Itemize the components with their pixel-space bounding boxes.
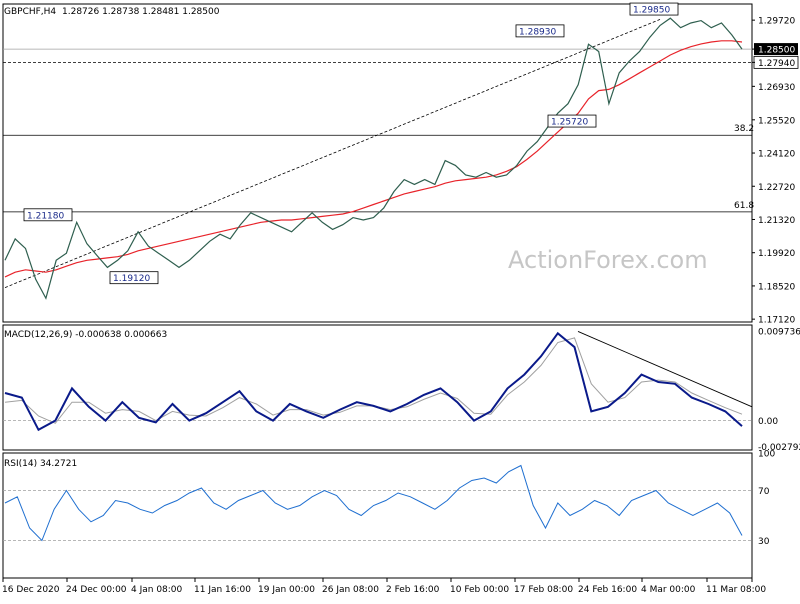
price-annotation-4: 1.29850	[633, 6, 670, 16]
macd-tick-label-2: -0.002792	[758, 443, 800, 453]
price-annotation-box-3	[547, 114, 597, 128]
price-annotation-box-4	[629, 2, 679, 16]
panel-frame-0	[2, 3, 753, 323]
price-tick-label-9: 1.18520	[758, 282, 795, 292]
rsi-line	[4, 464, 743, 542]
price-annotation-box-0	[23, 208, 73, 222]
rsi-tick-label-1: 70	[758, 487, 770, 497]
price-tick-label-5: 1.24120	[758, 150, 795, 160]
price-tick-label-7: 1.21320	[758, 216, 795, 226]
price-annotation-3: 1.25720	[551, 118, 588, 128]
watermark: ActionForex.com	[508, 246, 708, 274]
price-tick-label-1: 1.28500	[758, 46, 795, 56]
macd-tick-label-0: 0.009736	[758, 328, 800, 338]
price-tick-label-4: 1.25520	[758, 116, 795, 126]
time-tick-label-9: 24 Feb 16:00	[578, 585, 637, 595]
time-tick-label-11: 11 Mar 08:00	[706, 585, 766, 595]
macd-tick-label-1: 0.00	[758, 417, 778, 427]
time-tick-label-4: 19 Jan 00:00	[258, 585, 315, 595]
price-annotation-2: 1.28930	[519, 27, 556, 37]
time-tick-label-8: 17 Feb 08:00	[514, 585, 573, 595]
rsi-title: RSI(14) 34.2721	[4, 459, 77, 469]
moving-average-line	[4, 40, 743, 278]
price-tick-label-2: 1.27940	[758, 59, 795, 69]
panel-frame-2	[2, 452, 753, 579]
macd-title: MACD(12,26,9) -0.000638 0.000663	[4, 330, 167, 340]
price-tick-label-8: 1.19920	[758, 249, 795, 259]
price-annotation-1: 1.19120	[113, 274, 150, 284]
price-annotation-0: 1.21180	[27, 211, 64, 221]
price-tick-label-0: 1.29720	[758, 17, 795, 27]
time-tick-label-1: 24 Dec 00:00	[66, 585, 127, 595]
trend-channel-line	[4, 19, 661, 288]
price-annotation-box-2	[515, 24, 565, 38]
time-tick-label-5: 26 Jan 08:00	[322, 585, 379, 595]
rsi-tick-label-0: 100	[758, 450, 775, 460]
price-tick-label-3: 1.26930	[758, 83, 795, 93]
time-tick-label-7: 10 Feb 00:00	[450, 585, 509, 595]
price-tick-label-6: 1.22720	[758, 183, 795, 193]
price-series-line	[4, 17, 743, 300]
panel-frame-1	[2, 324, 753, 451]
time-tick-label-2: 4 Jan 08:00	[131, 585, 183, 595]
time-tick-label-10: 4 Mar 00:00	[641, 585, 696, 595]
macd-main-line	[4, 331, 743, 432]
time-tick-label-3: 11 Jan 16:00	[194, 585, 251, 595]
current-price-tag	[754, 43, 798, 56]
chart-header-symbol: GBPCHF,H4	[4, 7, 56, 17]
time-tick-label-0: 16 Dec 2020	[2, 585, 60, 595]
price-tick-label-10: 1.17120	[758, 316, 795, 326]
fib-level-label-1: 61.8	[734, 201, 754, 211]
price-annotation-box-1	[109, 271, 159, 285]
chart-header-ohlc: 1.28726 1.28738 1.28481 1.28500	[62, 7, 220, 17]
time-tick-label-6: 2 Feb 16:00	[386, 585, 440, 595]
macd-trend-line	[577, 331, 753, 408]
fib-level-label-0: 38.2	[734, 124, 754, 134]
rsi-tick-label-2: 30	[758, 537, 770, 547]
